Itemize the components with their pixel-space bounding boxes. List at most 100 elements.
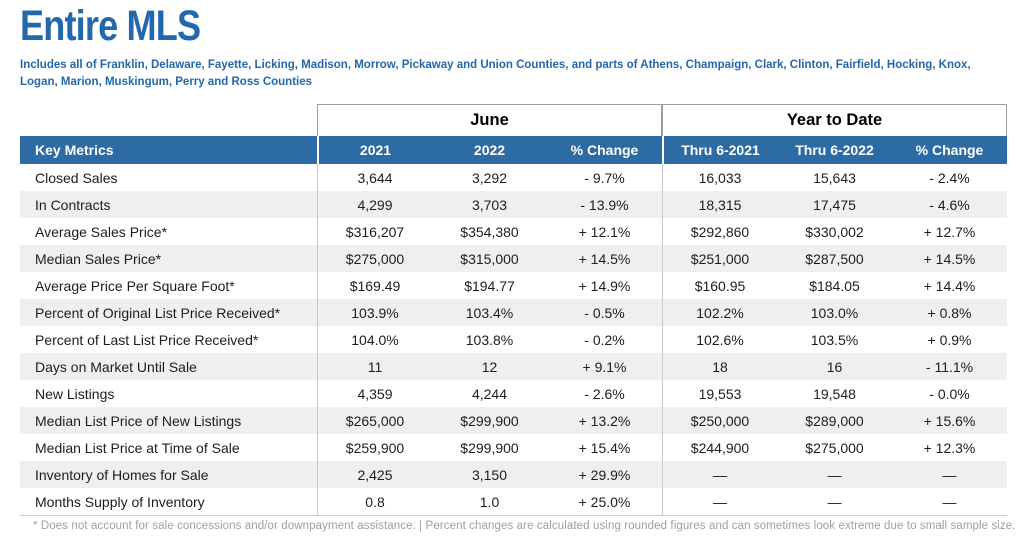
table-row: Closed Sales 3,644 3,292 - 9.7% 16,033 1… [20, 164, 1007, 191]
table-row: Average Sales Price* $316,207 $354,380 +… [20, 218, 1007, 245]
cell-ytd-thru-2021: 102.6% [662, 326, 777, 353]
cell-june-2021: $316,207 [317, 218, 432, 245]
table-row: Median List Price at Time of Sale $259,9… [20, 434, 1007, 461]
cell-june-2022: $194.77 [464, 277, 515, 294]
cell-june-pct-change: + 14.5% [578, 250, 631, 267]
cell-june-2022: 103.8% [465, 331, 514, 348]
cell-june-2021: 3,644 [317, 164, 432, 191]
cell-june-2022: 1.0 [479, 493, 500, 510]
cell-ytd-pct-change: - 2.4% [929, 169, 970, 186]
table-group-header-row: June Year to Date [20, 104, 1007, 136]
table-header-row: Key Metrics 2021 2022 % Change Thru 6-20… [20, 136, 1007, 164]
cell-june-2021: 4,359 [317, 380, 432, 407]
cell-ytd-thru-2021: 19,553 [662, 380, 777, 407]
cell-ytd-thru-2021: $244,900 [662, 434, 777, 461]
cell-ytd-thru-2022: $287,500 [805, 250, 864, 267]
table-row: Median List Price of New Listings $265,0… [20, 407, 1007, 434]
table-row: Percent of Original List Price Received*… [20, 299, 1007, 326]
cell-ytd-thru-2022: $289,000 [805, 412, 864, 429]
cell-ytd-thru-2022: — [827, 493, 842, 510]
metric-label: Average Sales Price* [35, 223, 168, 240]
cell-ytd-pct-change: - 0.0% [929, 385, 970, 402]
metric-label: Median List Price of New Listings [35, 412, 242, 429]
footnote: * Does not account for sale concessions … [33, 520, 1016, 532]
table-row: In Contracts 4,299 3,703 - 13.9% 18,315 … [20, 191, 1007, 218]
cell-ytd-thru-2022: — [827, 466, 842, 483]
table-row: Median Sales Price* $275,000 $315,000 + … [20, 245, 1007, 272]
cell-june-2021: 103.9% [317, 299, 432, 326]
cell-ytd-thru-2021: — [662, 461, 777, 488]
page-title: Entire MLS [20, 2, 201, 50]
col-header-ytd-thru-2022: Thru 6-2022 [777, 136, 892, 164]
cell-ytd-pct-change: — [942, 493, 957, 510]
cell-ytd-pct-change: - 4.6% [929, 196, 970, 213]
cell-ytd-thru-2021: $250,000 [662, 407, 777, 434]
col-header-june-2022: 2022 [432, 136, 547, 164]
cell-june-pct-change: + 14.9% [578, 277, 631, 294]
metric-label: In Contracts [35, 196, 111, 213]
cell-ytd-thru-2021: $251,000 [662, 245, 777, 272]
cell-ytd-thru-2022: 17,475 [813, 196, 856, 213]
metric-label: Median List Price at Time of Sale [35, 439, 240, 456]
cell-ytd-thru-2022: $275,000 [805, 439, 864, 456]
cell-ytd-pct-change: + 15.6% [923, 412, 976, 429]
cell-june-pct-change: + 9.1% [582, 358, 627, 375]
table-row: New Listings 4,359 4,244 - 2.6% 19,553 1… [20, 380, 1007, 407]
table-row: Percent of Last List Price Received* 104… [20, 326, 1007, 353]
cell-ytd-pct-change: + 0.8% [927, 304, 972, 321]
col-header-june-2021: 2021 [317, 136, 432, 164]
cell-june-pct-change: - 9.7% [584, 169, 625, 186]
col-header-ytd-thru-2021: Thru 6-2021 [662, 136, 777, 164]
cell-ytd-pct-change: + 12.3% [923, 439, 976, 456]
metric-label: Months Supply of Inventory [35, 493, 205, 510]
cell-ytd-thru-2022: 103.5% [810, 331, 859, 348]
cell-june-2022: 103.4% [465, 304, 514, 321]
metric-label: Closed Sales [35, 169, 118, 186]
cell-ytd-thru-2021: — [662, 488, 777, 515]
cell-ytd-pct-change: + 14.4% [923, 277, 976, 294]
key-metrics-table: June Year to Date Key Metrics 2021 2022 … [20, 104, 1007, 516]
cell-june-2022: 3,150 [471, 466, 508, 483]
metric-label: Percent of Last List Price Received* [35, 331, 259, 348]
cell-june-2021: $265,000 [317, 407, 432, 434]
table-row: Inventory of Homes for Sale 2,425 3,150 … [20, 461, 1007, 488]
group-header-spacer [20, 104, 317, 136]
cell-june-2021: $259,900 [317, 434, 432, 461]
cell-june-2021: 4,299 [317, 191, 432, 218]
metric-label: Median Sales Price* [35, 250, 162, 267]
cell-june-2021: 0.8 [317, 488, 432, 515]
cell-ytd-thru-2021: $292,860 [662, 218, 777, 245]
cell-june-2022: 3,703 [471, 196, 508, 213]
cell-ytd-thru-2022: 19,548 [813, 385, 856, 402]
cell-ytd-pct-change: + 0.9% [927, 331, 972, 348]
cell-june-2022: $315,000 [460, 250, 519, 267]
cell-june-2021: 11 [317, 353, 432, 380]
cell-june-pct-change: - 0.5% [584, 304, 625, 321]
table-row: Months Supply of Inventory 0.8 1.0 + 25.… [20, 488, 1007, 515]
page-subtitle: Includes all of Franklin, Delaware, Faye… [20, 59, 971, 89]
cell-ytd-thru-2021: 16,033 [662, 164, 777, 191]
table-row: Days on Market Until Sale 11 12 + 9.1% 1… [20, 353, 1007, 380]
cell-june-2021: 2,425 [317, 461, 432, 488]
cell-june-2022: 4,244 [471, 385, 508, 402]
cell-ytd-thru-2022: 16 [826, 358, 843, 375]
cell-ytd-thru-2021: 18 [662, 353, 777, 380]
metric-label: Percent of Original List Price Received* [35, 304, 281, 321]
cell-ytd-thru-2022: 15,643 [813, 169, 856, 186]
metric-label: Days on Market Until Sale [35, 358, 197, 375]
cell-june-2022: 3,292 [471, 169, 508, 186]
cell-june-2021: $275,000 [317, 245, 432, 272]
cell-ytd-pct-change: - 11.1% [925, 358, 974, 375]
cell-june-pct-change: - 2.6% [584, 385, 625, 402]
table-row: Average Price Per Square Foot* $169.49 $… [20, 272, 1007, 299]
cell-ytd-thru-2022: $330,002 [805, 223, 864, 240]
cell-ytd-pct-change: + 14.5% [923, 250, 976, 267]
cell-june-2022: $354,380 [460, 223, 519, 240]
metric-label: Inventory of Homes for Sale [35, 466, 209, 483]
cell-june-pct-change: - 0.2% [584, 331, 625, 348]
cell-june-pct-change: + 29.9% [578, 466, 631, 483]
cell-ytd-thru-2022: 103.0% [810, 304, 859, 321]
cell-june-pct-change: + 12.1% [578, 223, 631, 240]
cell-ytd-pct-change: + 12.7% [923, 223, 976, 240]
